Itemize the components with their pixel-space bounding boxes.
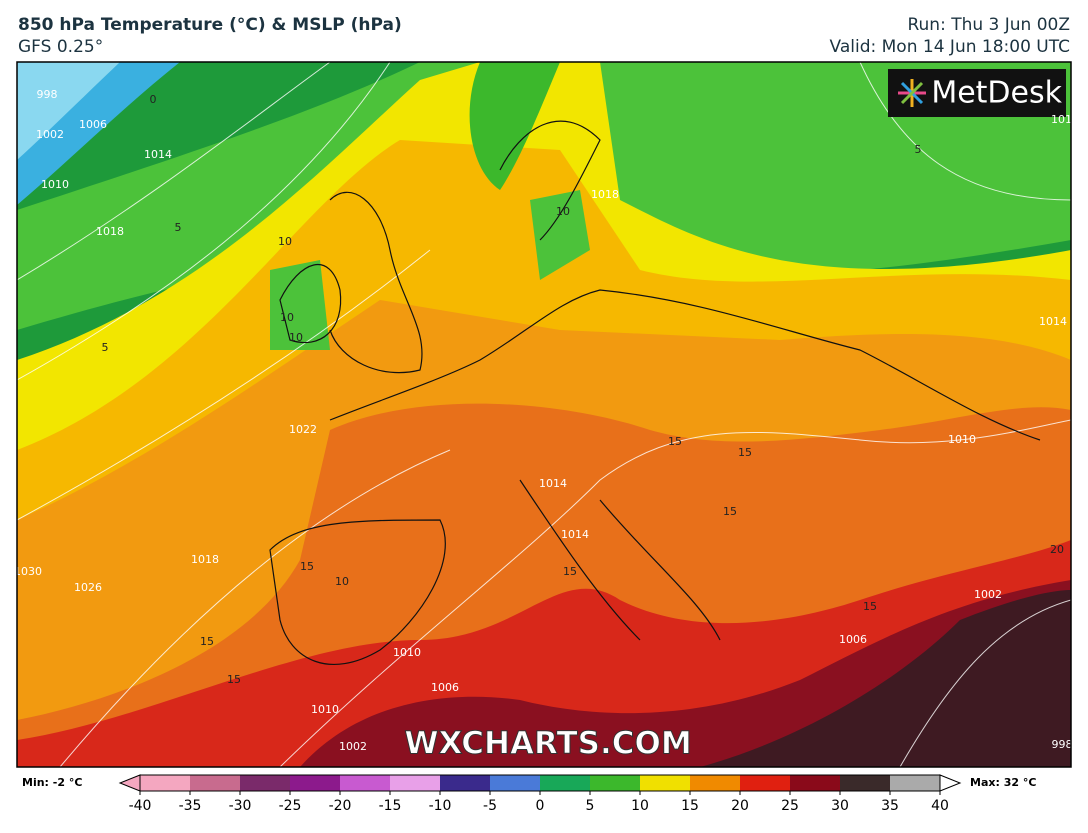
colorbar-tick-label: -10 bbox=[429, 798, 452, 814]
contour-label: 1006 bbox=[839, 633, 867, 646]
logo-icon bbox=[898, 79, 926, 107]
colorbar-segment bbox=[840, 775, 891, 791]
contour-label: 1010 bbox=[948, 433, 976, 446]
contour-label: 5 bbox=[175, 221, 182, 234]
contour-label: 1014 bbox=[1039, 315, 1067, 328]
colorbar-tick-label: -40 bbox=[129, 798, 152, 814]
model: GFS 0.25° bbox=[18, 37, 103, 57]
contour-label: 1006 bbox=[431, 681, 459, 694]
contour-label: 1018 bbox=[191, 553, 219, 566]
colorbar-tick-label: -5 bbox=[483, 798, 497, 814]
colorbar-tick-label: 35 bbox=[881, 798, 899, 814]
colorbar-tick-label: 15 bbox=[681, 798, 699, 814]
contour-label: 1014 bbox=[561, 528, 589, 541]
contour-label: 1014 bbox=[539, 477, 567, 490]
watermark: WXCHARTS.COM bbox=[404, 726, 691, 762]
colorbar-tick-label: 5 bbox=[586, 798, 595, 814]
contour-label: 1022 bbox=[289, 423, 317, 436]
colorbar-tick-label: 40 bbox=[931, 798, 949, 814]
min-label: Min: -2 °C bbox=[22, 776, 82, 789]
colorbar-tick-label: -30 bbox=[229, 798, 252, 814]
colorbar-tick-label: 0 bbox=[536, 798, 545, 814]
contour-label: 1010 bbox=[311, 703, 339, 716]
colorbar-tick-label: -20 bbox=[329, 798, 352, 814]
colorbar-segment bbox=[190, 775, 241, 791]
max-label: Max: 32 °C bbox=[970, 776, 1036, 789]
contour-label: 15 bbox=[863, 600, 877, 613]
contour-label: 15 bbox=[738, 446, 752, 459]
colorbar-segment bbox=[640, 775, 691, 791]
map: MetDesk WXCHARTS.COM 998 0100210061014101… bbox=[14, 62, 1079, 767]
colorbar-segment bbox=[890, 775, 941, 791]
contour-label: 10 bbox=[289, 331, 303, 344]
contour-label: 15 bbox=[563, 565, 577, 578]
contour-label: 998 bbox=[1052, 738, 1073, 751]
contour-label: 15 bbox=[227, 673, 241, 686]
colorbar-segment bbox=[290, 775, 341, 791]
colorbar-tick-label: 30 bbox=[831, 798, 849, 814]
contour-label: 998 bbox=[37, 88, 58, 101]
contour-label: 1002 bbox=[36, 128, 64, 141]
contour-label: 15 bbox=[668, 435, 682, 448]
run-time: Run: Thu 3 Jun 00Z bbox=[907, 15, 1070, 35]
colorbar-arrow-low bbox=[118, 774, 141, 792]
contour-label: 10 bbox=[280, 311, 294, 324]
contour-label: 1010 bbox=[1051, 113, 1079, 126]
contour-label: 20 bbox=[1050, 543, 1064, 556]
contour-label: 5 bbox=[915, 143, 922, 156]
colorbar-segment bbox=[540, 775, 591, 791]
colorbar-tick-label: -35 bbox=[179, 798, 202, 814]
colorbar-segment bbox=[490, 775, 541, 791]
colorbar-arrow-high bbox=[939, 774, 962, 792]
colorbar-segment bbox=[690, 775, 741, 791]
colorbar-segment bbox=[140, 775, 191, 791]
colorbar-segment bbox=[590, 775, 641, 791]
contour-label: 1002 bbox=[974, 588, 1002, 601]
colorbar-segment bbox=[340, 775, 391, 791]
colorbar-tick-label: 10 bbox=[631, 798, 649, 814]
contour-label: 1010 bbox=[41, 178, 69, 191]
contour-label: 1018 bbox=[591, 188, 619, 201]
colorbar-tick-label: 25 bbox=[781, 798, 799, 814]
colorbar-tick-label: -15 bbox=[379, 798, 402, 814]
contour-label: 15 bbox=[200, 635, 214, 648]
colorbar-tick-label: -25 bbox=[279, 798, 302, 814]
contour-label: 5 bbox=[102, 341, 109, 354]
contour-label: 10 bbox=[278, 235, 292, 248]
contour-label: 1002 bbox=[339, 740, 367, 753]
map-frame bbox=[16, 61, 1072, 768]
colorbar-segment bbox=[240, 775, 291, 791]
contour-label: 1010 bbox=[393, 646, 421, 659]
logo: MetDesk bbox=[931, 76, 1062, 111]
title: 850 hPa Temperature (°C) & MSLP (hPa) bbox=[18, 15, 402, 35]
contour-label: 1018 bbox=[96, 225, 124, 238]
contour-label: 1014 bbox=[144, 148, 172, 161]
colorbar-segment bbox=[790, 775, 841, 791]
colorbar-segment bbox=[440, 775, 491, 791]
colorbar-tick-label: 20 bbox=[731, 798, 749, 814]
contour-label: 15 bbox=[300, 560, 314, 573]
contour-label: 1030 bbox=[14, 565, 42, 578]
colorbar-segment bbox=[390, 775, 441, 791]
contour-label: 10 bbox=[335, 575, 349, 588]
contour-label: 0 bbox=[150, 93, 157, 106]
valid-time: Valid: Mon 14 Jun 18:00 UTC bbox=[830, 37, 1070, 57]
contour-label: 10 bbox=[556, 205, 570, 218]
contour-label: 15 bbox=[723, 505, 737, 518]
colorbar-segment bbox=[740, 775, 791, 791]
contour-label: 1006 bbox=[79, 118, 107, 131]
contour-label: 1026 bbox=[74, 581, 102, 594]
